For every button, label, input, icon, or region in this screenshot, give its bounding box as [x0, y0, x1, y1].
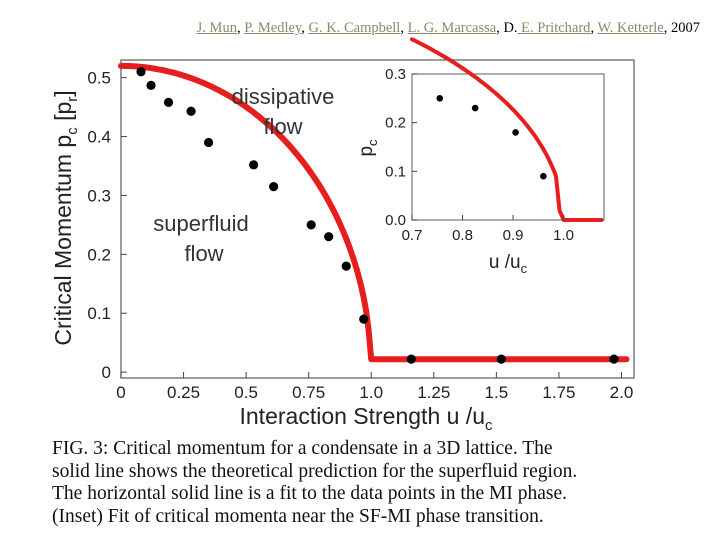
author-initial: D.: [503, 20, 518, 36]
inset-y-tick-label: 0.2: [385, 115, 406, 132]
inset-x-tick-label: 0.9: [503, 227, 524, 244]
caption-line-1: FIG. 3: Critical momentum for a condensa…: [52, 438, 553, 459]
data-point: [496, 354, 506, 364]
theory-curve: [118, 62, 630, 363]
year: 2007: [671, 20, 700, 36]
x-tick-label: 1.0: [359, 383, 383, 402]
annotation-dissipative-flow: flow: [263, 114, 302, 139]
data-point: [249, 160, 259, 170]
inset-y-tick-label: 0.1: [385, 163, 406, 180]
data-point: [269, 182, 279, 192]
inset-x-tick-label: 0.8: [452, 227, 473, 244]
data-point: [609, 354, 619, 364]
y-tick-label: 0.3: [87, 186, 111, 205]
annotation-dissipative: dissipative: [232, 84, 335, 109]
author-link-2[interactable]: P. Medley: [244, 20, 302, 36]
x-tick-label: 2.0: [610, 383, 634, 402]
inset-data-point: [540, 172, 547, 180]
data-point: [186, 106, 196, 116]
data-point: [306, 220, 316, 230]
y-tick-label: 0.4: [87, 128, 111, 147]
author-link-6[interactable]: W. Ketterle: [597, 20, 664, 36]
author-link-3[interactable]: G. K. Campbell: [308, 20, 401, 36]
inset-background: [406, 74, 604, 220]
inset-x-axis-label: u /uc: [489, 252, 528, 276]
inset-x-tick-label: 0.7: [402, 227, 423, 244]
inset-data-point: [436, 95, 444, 102]
caption-line-3: The horizontal solid line is a fit to th…: [52, 483, 568, 504]
data-point: [146, 80, 156, 90]
author-link-1[interactable]: J. Mun: [196, 20, 237, 36]
data-point: [406, 354, 416, 364]
y-tick-label: 0.5: [87, 69, 111, 88]
inset-y-tick-label: 0.3: [385, 66, 406, 83]
data-point: [359, 314, 369, 324]
inset-x-tick-label: 1.0: [553, 227, 574, 244]
y-axis-label: Critical Momentum pc [pr]: [50, 90, 81, 345]
y-tick-label: 0.1: [87, 304, 111, 323]
inset-data-point: [512, 129, 519, 136]
x-axis-label: Interaction Strength u /uc: [240, 403, 494, 434]
inset-plot-frame: [411, 73, 605, 221]
figure: 0 0.25 0.5 0.75 1.0 1.25 1.5 1.75 2.0 0 0.1 0.2 0.3 0…: [50, 37, 635, 434]
y-tick-label: 0.2: [87, 245, 111, 264]
x-tick-label: 1.25: [417, 383, 450, 402]
inset-y-tick-label: 0.0: [385, 212, 406, 229]
figure-caption: FIG. 3: Critical momentum for a condensa…: [52, 438, 662, 528]
inset-y-axis-label: pc: [356, 139, 380, 157]
x-tick-label: 0: [116, 383, 125, 402]
annotation-superfluid-flow: flow: [184, 241, 223, 266]
annotation-superfluid: superfluid: [153, 211, 248, 236]
inset-theory-curve: [410, 37, 604, 222]
y-tick-label: 0: [102, 363, 111, 382]
author-line: J. Mun, P. Medley, G. K. Campbell, L. G.…: [196, 20, 700, 36]
caption-line-4: (Inset) Fit of critical momenta near the…: [52, 505, 544, 527]
caption-line-2: solid line shows the theoretical predict…: [52, 460, 578, 482]
data-point: [203, 137, 214, 148]
x-tick-label: 0.5: [234, 383, 258, 402]
data-point: [341, 261, 351, 271]
x-tick-label: 0.75: [292, 383, 325, 402]
data-point: [136, 67, 146, 77]
data-point: [163, 97, 174, 107]
inset-data-point: [471, 104, 479, 112]
author-link-4[interactable]: L. G. Marcassa: [407, 20, 497, 36]
x-tick-label: 1.5: [485, 383, 509, 402]
author-link-5[interactable]: E. Pritchard: [517, 20, 591, 36]
data-point: [324, 232, 334, 242]
x-tick-label: 0.25: [167, 383, 200, 402]
x-tick-label: 1.75: [542, 383, 575, 402]
main-plot-frame: [120, 59, 635, 379]
